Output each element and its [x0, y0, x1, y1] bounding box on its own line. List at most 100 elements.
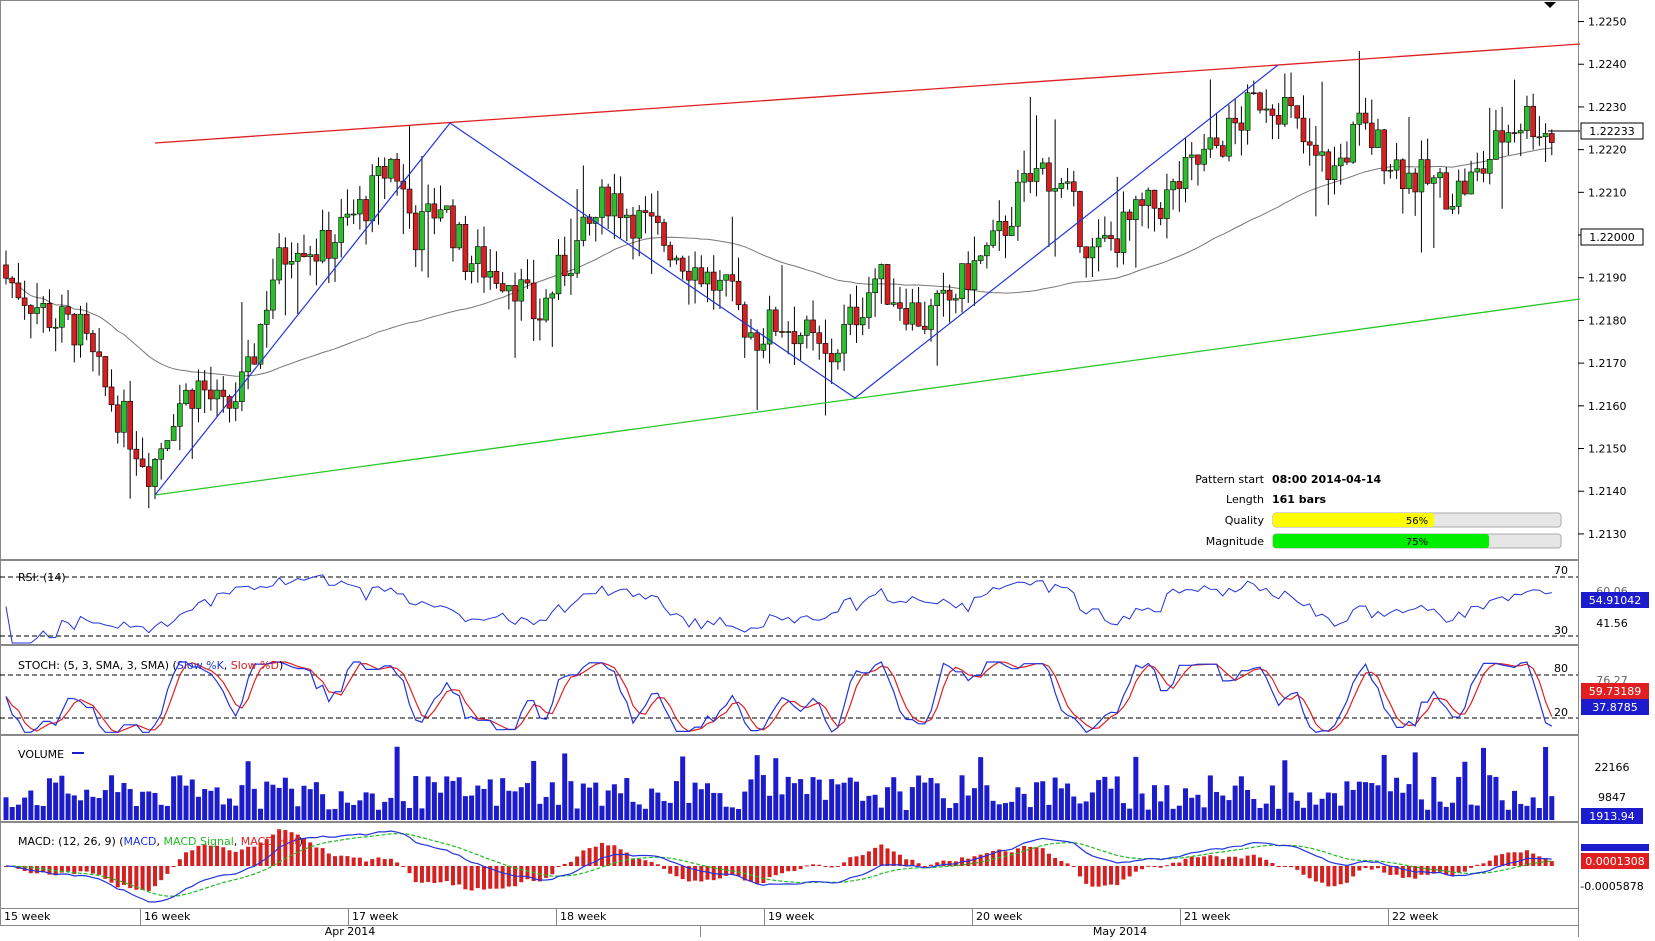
- length-label: Length: [1226, 493, 1264, 506]
- macd-hist-bar: [798, 866, 803, 870]
- volume-bar: [202, 789, 208, 820]
- macd-hist-bar: [1388, 866, 1393, 875]
- candle-body: [1313, 144, 1319, 156]
- candle-body: [28, 305, 34, 314]
- volume-bar: [1139, 793, 1145, 820]
- volume-bar: [822, 799, 828, 820]
- macd-hist-bar: [227, 850, 232, 866]
- volume-bar: [1356, 781, 1362, 820]
- volume-bar: [481, 788, 487, 820]
- macd-hist-bar: [1270, 862, 1275, 866]
- candle-body: [456, 224, 462, 249]
- candle-body: [1548, 133, 1555, 143]
- volume-bar: [1307, 792, 1313, 820]
- candle-body: [580, 216, 587, 241]
- volume-bar: [115, 792, 121, 820]
- volume-bar: [77, 800, 83, 820]
- candle-body: [1244, 92, 1251, 131]
- macd-hist-bar: [1220, 859, 1225, 866]
- macd-hist-bar: [72, 866, 77, 875]
- volume-bar: [1493, 776, 1499, 820]
- candle-body: [673, 257, 680, 261]
- volume-bar: [1009, 801, 1015, 820]
- volume-bar: [860, 800, 866, 820]
- macd-hist-bar: [1407, 866, 1412, 878]
- candle-body: [357, 199, 363, 215]
- candle-body: [83, 313, 90, 334]
- candle-body: [1151, 189, 1158, 209]
- volume-bar: [829, 779, 835, 820]
- macd-hist-bar: [1462, 866, 1467, 872]
- candle-body: [220, 389, 227, 397]
- volume-bar: [835, 784, 841, 820]
- candle-body: [1188, 154, 1195, 158]
- candle-body: [928, 305, 934, 330]
- macd-hist-bar: [531, 866, 536, 882]
- macd-hist-bar: [301, 838, 306, 866]
- candle-body: [971, 260, 978, 290]
- volume-bar: [947, 807, 953, 820]
- candle-body: [332, 242, 338, 259]
- volume-bar: [1232, 785, 1238, 820]
- volume-bar: [1332, 793, 1338, 820]
- candle-body: [282, 247, 289, 265]
- y-tick-label: 1.2190: [1588, 272, 1627, 285]
- macd-hist-bar: [1438, 866, 1443, 872]
- macd-hist-bar: [121, 866, 126, 885]
- macd-hist-bar: [1164, 865, 1169, 867]
- candle-body: [381, 165, 388, 179]
- macd-hist-bar: [1456, 866, 1461, 873]
- macd-label: MACD: (12, 26, 9) (MACD, MACD Signal, MA…: [18, 835, 303, 848]
- volume-bar: [611, 784, 617, 820]
- scroll-arrow-icon[interactable]: [1544, 2, 1556, 8]
- pattern-info: Pattern start 08:00 2014-04-14 Length 16…: [1195, 473, 1562, 549]
- macd-hist-bar: [233, 851, 238, 866]
- macd-hist-bar: [804, 865, 809, 867]
- macd-hist-bar: [1357, 866, 1362, 871]
- candle-body: [1015, 181, 1021, 227]
- rsi-70-tick: 70: [1554, 564, 1568, 577]
- volume-bar: [698, 789, 704, 820]
- rsi-line: [5, 574, 1552, 644]
- week-label: 17 week: [352, 910, 399, 923]
- macd-hist-bar: [134, 866, 139, 890]
- candle-body: [170, 426, 177, 441]
- volume-bar: [214, 787, 220, 820]
- volume-bar: [1151, 785, 1157, 820]
- candle-body: [853, 306, 860, 326]
- macd-hist-bar: [978, 854, 983, 866]
- macd-hist-bar: [935, 862, 940, 866]
- macd-hist-bar: [1053, 857, 1058, 866]
- macd-hist-bar: [780, 866, 784, 874]
- macd-hist-bar: [1282, 866, 1287, 867]
- volume-bar: [1369, 783, 1375, 820]
- volume-bar: [897, 791, 903, 820]
- macd-hist-bar: [792, 866, 797, 871]
- volume-bar: [518, 787, 524, 820]
- macd-hist-bar: [1400, 866, 1405, 878]
- volume-bar: [245, 761, 251, 820]
- candle-body: [443, 205, 450, 211]
- macd-hist-bar: [786, 866, 791, 872]
- candle-body: [326, 229, 332, 259]
- candle-body: [710, 271, 717, 291]
- macd-hist-bar: [1500, 854, 1505, 866]
- macd-hist-bar: [1549, 861, 1554, 866]
- macd-hist-bar: [1344, 866, 1349, 883]
- volume-bar: [878, 807, 884, 820]
- candle-body: [431, 203, 438, 219]
- macd-hist-bar: [258, 842, 263, 866]
- candle-body: [741, 304, 748, 338]
- volume-tick-low: 9847: [1598, 791, 1626, 804]
- macd-hist-bar: [1518, 852, 1523, 866]
- volume-bar: [934, 783, 940, 820]
- macd-hist-bar: [482, 866, 487, 890]
- candle-body: [1480, 168, 1487, 174]
- macd-signal-line: [5, 832, 1552, 897]
- macd-hist-bar: [1512, 852, 1517, 866]
- stoch-label: STOCH: (5, 3, SMA, 3, SMA) (Slow %K, Slo…: [18, 659, 283, 672]
- macd-hist-bar: [873, 847, 878, 866]
- candle-body: [1443, 172, 1450, 210]
- volume-bar: [382, 801, 388, 820]
